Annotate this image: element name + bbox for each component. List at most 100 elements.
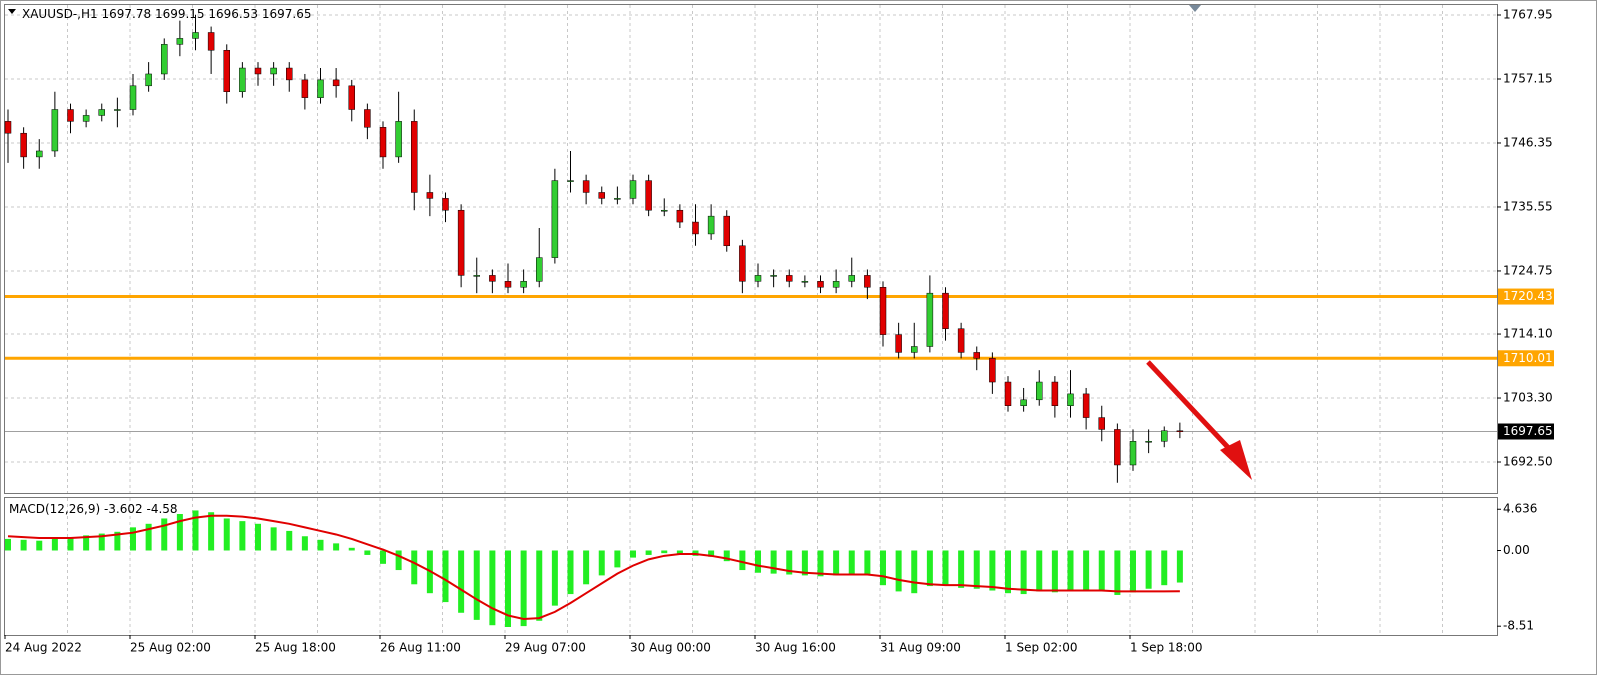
macd-bar <box>614 550 621 568</box>
candle-body <box>739 245 746 282</box>
candle-body <box>957 328 965 353</box>
candle-body <box>82 115 90 122</box>
macd-bar <box>1176 550 1183 583</box>
candle-body <box>1129 441 1137 466</box>
candle-body <box>239 67 246 92</box>
macd-bar <box>208 512 215 551</box>
candle-body <box>598 192 605 199</box>
macd-bar <box>973 550 980 589</box>
candle-body <box>426 192 434 199</box>
candle-body <box>207 32 215 51</box>
candle-body <box>129 85 137 110</box>
candle-body <box>379 127 387 158</box>
y-tick-label: 1703.30 <box>1503 391 1553 405</box>
macd-bar <box>442 550 449 603</box>
macd-bar <box>551 550 558 606</box>
macd-bar <box>645 550 652 555</box>
level-label: 1710.01 <box>1503 351 1553 365</box>
candle-body <box>520 281 527 288</box>
current-price-label: 1697.65 <box>1503 424 1553 438</box>
candle-body <box>457 209 465 276</box>
macd-bar <box>489 550 496 626</box>
macd-bar <box>1161 550 1168 586</box>
macd-bar <box>755 550 761 573</box>
macd-bar <box>176 514 183 551</box>
candle-body <box>254 67 262 75</box>
y-tick-label: 1724.75 <box>1503 263 1553 277</box>
candle-body <box>67 109 74 122</box>
macd-bar <box>1036 550 1043 592</box>
menu-triangle[interactable] <box>8 9 16 14</box>
macd-bar <box>67 537 74 551</box>
macd-bar <box>833 550 840 576</box>
candle-body <box>942 292 949 329</box>
candle-body <box>1067 393 1074 406</box>
macd-bar <box>192 510 199 551</box>
candle-body <box>4 121 12 134</box>
y-tick-label: 1767.95 <box>1503 8 1553 22</box>
candle-body <box>1082 393 1090 418</box>
macd-bar <box>583 550 590 585</box>
macd-bar <box>114 531 121 551</box>
y-tick-label: 1746.35 <box>1503 135 1553 149</box>
candle-body <box>536 257 543 282</box>
macd-bar <box>161 518 168 551</box>
macd-bar <box>1098 550 1105 592</box>
x-tick-label: 30 Aug 16:00 <box>755 641 836 655</box>
macd-bar <box>505 550 511 627</box>
macd-bar <box>926 550 933 587</box>
macd-bar <box>895 550 902 592</box>
macd-bar <box>1020 550 1027 595</box>
candle-body <box>473 275 480 277</box>
macd-bar <box>739 550 746 571</box>
candle-body <box>1036 381 1043 401</box>
trend-arrow-head <box>1220 440 1252 480</box>
macd-bar <box>1145 550 1152 589</box>
macd-bar <box>1083 550 1090 591</box>
macd-bar <box>380 550 386 564</box>
macd-bar <box>98 533 105 551</box>
candle-body <box>504 281 512 288</box>
macd-bar <box>536 550 543 621</box>
candle-body <box>1051 381 1059 406</box>
macd-bar <box>1005 550 1011 594</box>
macd-bar <box>989 550 996 591</box>
macd-bar <box>364 550 371 555</box>
macd-bar <box>239 521 246 551</box>
macd-bar <box>411 550 418 585</box>
x-tick-label: 1 Sep 02:00 <box>1005 641 1077 655</box>
candle-body <box>364 109 371 128</box>
macd-bar <box>567 550 574 595</box>
macd-bar <box>1067 550 1074 591</box>
candle-body <box>989 358 996 383</box>
x-tick-label: 29 Aug 07:00 <box>505 641 586 655</box>
candle-body <box>770 275 777 277</box>
macd-bar <box>817 550 824 577</box>
candle-body <box>817 281 824 288</box>
level-tag <box>1498 350 1554 367</box>
candle-body <box>692 221 699 235</box>
level-label: 1720.43 <box>1503 289 1553 303</box>
level-tag <box>1498 288 1554 305</box>
x-tick-label: 25 Aug 02:00 <box>130 641 211 655</box>
macd-signal <box>7 514 1180 620</box>
candle-body <box>848 275 855 282</box>
y-tick-label: 4.636 <box>1503 502 1537 516</box>
y-tick-label: 1714.10 <box>1503 327 1553 341</box>
candle-body <box>223 50 230 92</box>
candle-body <box>1004 381 1012 406</box>
candle-body <box>114 109 121 111</box>
candle-body <box>51 109 59 152</box>
macd-bar <box>286 530 293 551</box>
candle-body <box>332 79 340 87</box>
macd-bar <box>255 523 261 551</box>
candle-body <box>1145 441 1152 443</box>
candle-body <box>98 109 105 116</box>
y-tick-label: 1692.50 <box>1503 455 1553 469</box>
candle-body <box>567 180 574 182</box>
macd-bar <box>942 550 949 586</box>
macd-bar <box>348 547 355 551</box>
candle-body <box>1161 430 1168 442</box>
